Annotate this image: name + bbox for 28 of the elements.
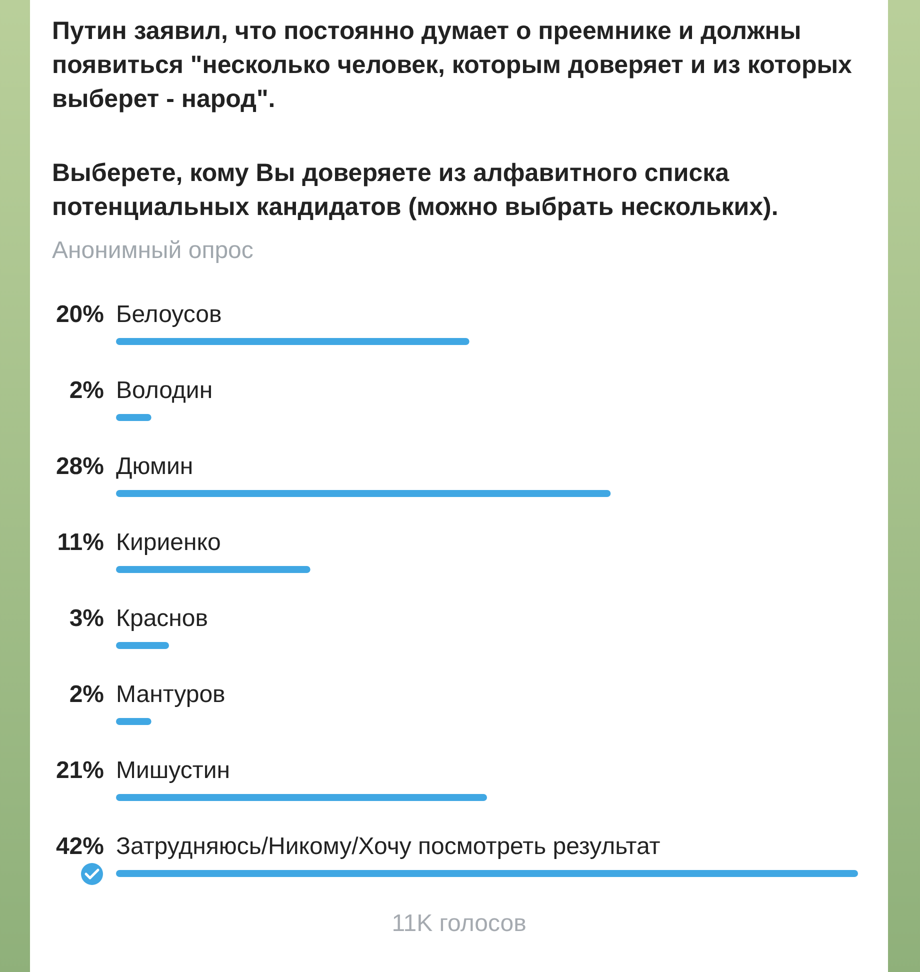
chart-subtitle: Выберете, кому Вы доверяете из алфавитного списка потенциальных кандидатов (можно выбрать нескольких). [52,158,780,223]
bar [116,718,152,725]
chart-title: Путин заявил, что постоянно думает о преемнике и должны появиться "несколько человек, которым доверяет и из которых выберет - народ". [52,16,853,115]
data-label: 2% [69,377,104,404]
data-label: 2% [69,681,104,708]
data-label: 28% [56,453,104,480]
bar [116,566,310,573]
text: 11K голосов [390,910,528,938]
data-label: 3% [69,605,104,632]
y-tick-label: Мишустин [116,757,230,784]
y-tick-label: Мантуров [116,681,226,708]
data-label: 42% [56,833,104,860]
bar [116,490,611,497]
y-tick-label: Затрудняюсь/Никому/Хочу посмотреть результат [116,833,660,860]
bar [116,642,169,649]
bar [116,414,152,421]
y-tick-label: Дюмин [116,453,194,480]
data-label: 11% [57,529,104,556]
bar [116,794,487,801]
y-tick-label: Кириенко [116,529,221,556]
bar [116,870,858,877]
y-tick-label: Краснов [116,605,208,632]
data-label: 21% [56,757,104,784]
y-tick-label: Володин [116,377,213,404]
text: Анонимный опрос [52,237,254,265]
bar [116,338,470,345]
data-label: 20% [56,301,104,328]
y-tick-label: Белоусов [116,301,222,328]
